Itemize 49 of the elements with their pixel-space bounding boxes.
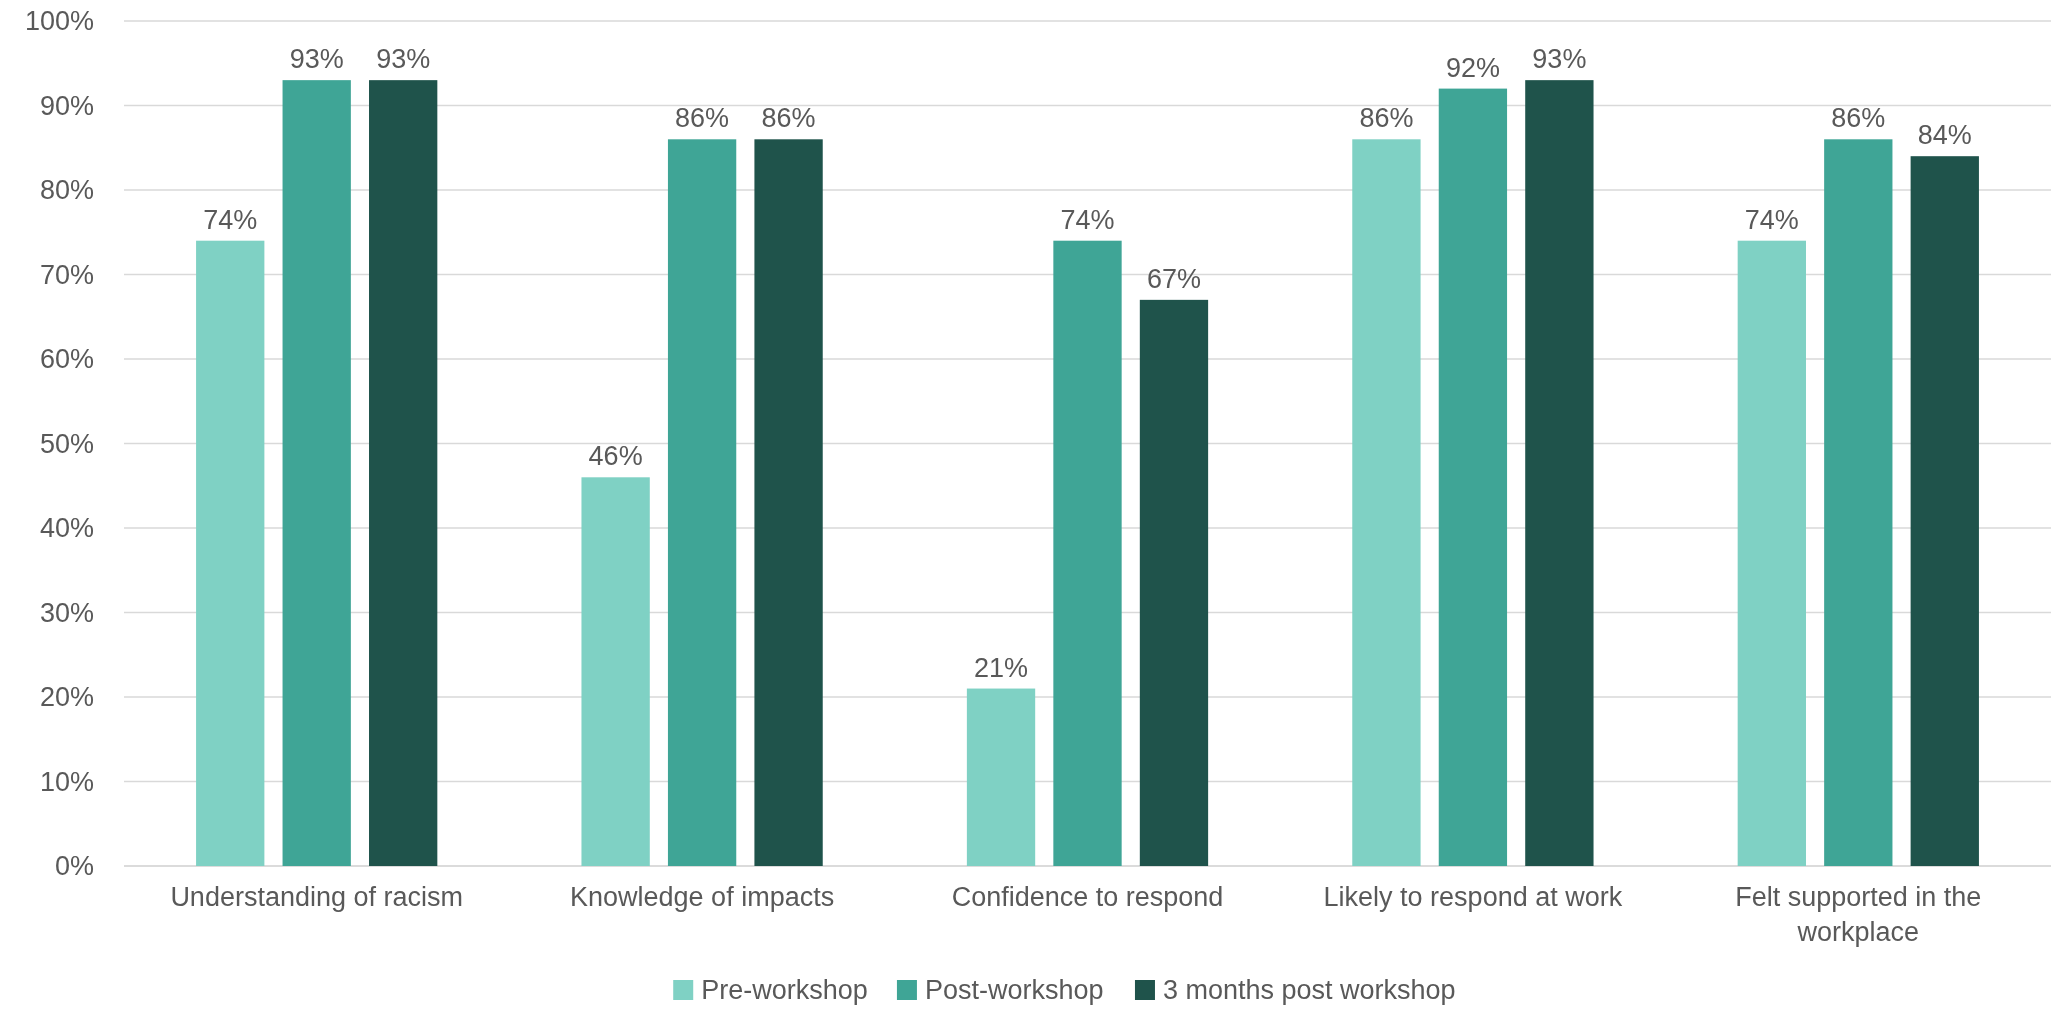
data-label: 93% [1532,44,1587,75]
data-label: 21% [974,652,1029,683]
bar [1438,88,1508,866]
data-label: 74% [1744,204,1799,235]
data-label: 86% [1359,103,1414,134]
bar [1824,139,1893,866]
legend-label: Pre-workshop [701,975,868,1006]
data-label: 46% [588,441,643,472]
data-label: 93% [376,44,431,75]
bar [1525,80,1594,866]
y-tick-label: 0% [54,851,94,882]
bar [667,139,737,866]
x-tick-label: Understanding of racism [170,882,464,912]
y-tick-label: 80% [39,175,94,206]
bar [966,688,1036,866]
bar [1910,156,1979,866]
x-tick-label: Likely to respond at work [1323,882,1623,912]
y-tick-label: 10% [39,766,94,797]
bar [196,240,265,866]
y-tick-label: 40% [39,513,94,544]
bar [581,477,650,866]
data-label: 92% [1445,52,1500,83]
bar [754,139,823,866]
y-tick-label: 30% [39,597,94,628]
legend-label: Post-workshop [924,975,1104,1006]
bar [369,80,438,866]
x-tick-label: Confidence to respond [951,882,1224,912]
data-label: 74% [203,204,258,235]
y-tick-label: 70% [39,259,94,290]
data-label: 67% [1146,263,1201,294]
legend-label: 3 months post workshop [1162,975,1456,1006]
y-tick-label: 20% [39,682,94,713]
data-label: 86% [1831,103,1886,134]
data-label: 93% [289,44,344,75]
y-tick-label: 60% [39,344,94,375]
bar [1352,139,1421,866]
bar [1737,240,1806,866]
data-label: 86% [761,103,816,134]
x-tick-label: Knowledge of impacts [570,882,835,912]
bar [1139,299,1209,866]
data-label: 74% [1060,204,1115,235]
data-label: 84% [1917,120,1972,151]
y-tick-label: 90% [39,90,94,121]
bar [1053,240,1122,866]
y-tick-label: 50% [39,428,94,459]
x-tick-label: Felt supported in the workplace [1735,882,1982,947]
y-tick-label: 100% [24,6,94,37]
data-label: 86% [675,103,730,134]
bar [282,80,351,866]
